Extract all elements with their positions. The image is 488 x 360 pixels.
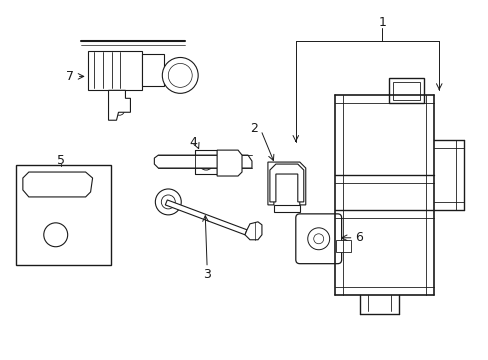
Circle shape	[44, 223, 67, 247]
Bar	[335, 240, 350, 252]
Polygon shape	[244, 222, 262, 240]
Bar	[87, 50, 142, 90]
Circle shape	[168, 63, 192, 87]
Polygon shape	[165, 200, 246, 235]
Circle shape	[161, 195, 175, 209]
Text: 4: 4	[189, 136, 197, 149]
Bar	[393, 82, 420, 100]
Text: 6: 6	[355, 231, 363, 244]
Bar	[195, 150, 217, 174]
Circle shape	[162, 58, 198, 93]
Text: 7: 7	[65, 70, 74, 83]
Polygon shape	[23, 172, 92, 197]
Circle shape	[199, 156, 213, 170]
Bar	[142, 54, 164, 86]
Polygon shape	[267, 162, 305, 205]
Text: 2: 2	[249, 122, 258, 135]
Text: 1: 1	[378, 16, 386, 29]
Circle shape	[155, 189, 181, 215]
Polygon shape	[269, 164, 303, 202]
Bar	[49, 179, 58, 189]
Polygon shape	[217, 150, 242, 176]
Bar	[35, 179, 44, 189]
Bar	[62, 179, 72, 189]
Circle shape	[313, 234, 323, 244]
Text: 5: 5	[57, 154, 64, 167]
Polygon shape	[273, 205, 299, 212]
Polygon shape	[154, 155, 251, 168]
Polygon shape	[108, 90, 130, 120]
Circle shape	[36, 189, 41, 195]
Bar	[388, 78, 424, 103]
Circle shape	[114, 105, 124, 115]
FancyBboxPatch shape	[295, 214, 341, 264]
Bar	[16, 165, 110, 265]
Circle shape	[307, 228, 329, 250]
Text: 3: 3	[203, 268, 211, 281]
